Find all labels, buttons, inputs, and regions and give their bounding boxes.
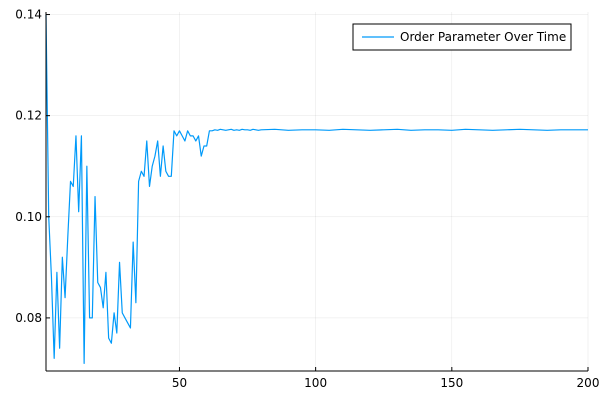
x-tick-label: 100 (304, 376, 327, 390)
axes (45, 12, 589, 372)
y-tick-label: 0.10 (15, 210, 42, 224)
legend-label: Order Parameter Over Time (400, 30, 566, 44)
tick-labels: 50 100 150 200 0.08 0.10 0.12 0.14 (15, 8, 599, 390)
x-tick-label: 50 (172, 376, 187, 390)
series-layer (45, 14, 588, 365)
x-tick-label: 150 (440, 376, 463, 390)
x-tick-label: 200 (577, 376, 600, 390)
y-tick-label: 0.08 (15, 311, 42, 325)
y-tick-label: 0.12 (15, 109, 42, 123)
legend: Order Parameter Over Time (352, 23, 572, 51)
y-tick-label: 0.14 (15, 8, 42, 22)
grid (46, 12, 589, 371)
series-line (45, 14, 588, 365)
